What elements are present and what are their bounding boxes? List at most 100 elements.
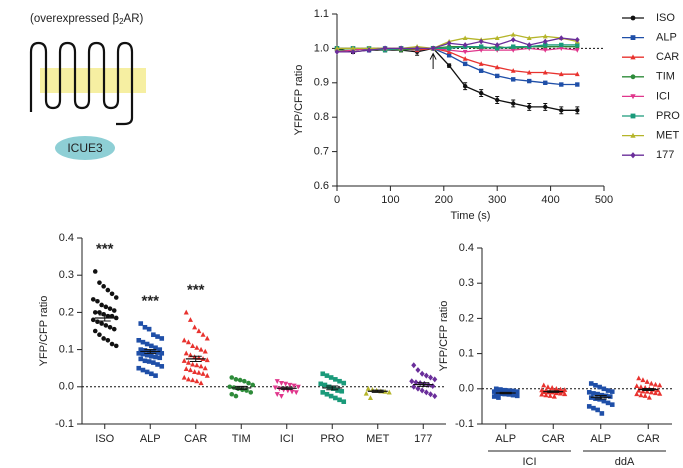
marker	[414, 45, 420, 52]
marker	[493, 386, 499, 392]
marker	[111, 308, 117, 313]
legend-marker	[630, 15, 636, 21]
marker	[398, 45, 404, 52]
marker	[113, 315, 119, 321]
marker	[350, 48, 356, 55]
marker	[196, 328, 202, 334]
marker	[140, 367, 146, 373]
marker	[341, 399, 347, 404]
marker	[409, 378, 415, 385]
x-tick-label: ALP	[590, 433, 611, 445]
marker	[526, 42, 532, 48]
diagram: (overexpressed β2AR) ICUE3	[29, 13, 146, 160]
marker	[462, 61, 468, 67]
marker	[574, 36, 580, 43]
marker	[151, 360, 156, 365]
marker	[105, 287, 111, 293]
marker	[144, 341, 150, 347]
marker	[149, 371, 154, 377]
marker	[421, 380, 427, 387]
marker	[428, 374, 434, 381]
marker	[200, 371, 206, 376]
marker	[599, 411, 605, 416]
marker	[90, 317, 96, 323]
legend-marker	[630, 74, 636, 80]
receptor	[29, 41, 134, 126]
marker	[291, 383, 297, 389]
marker	[446, 53, 452, 58]
marker	[101, 284, 106, 289]
marker	[411, 362, 417, 369]
marker	[638, 392, 644, 398]
marker	[558, 35, 564, 41]
marker	[430, 383, 436, 390]
sem-bar	[235, 385, 248, 390]
marker	[322, 382, 328, 388]
marker	[339, 388, 345, 394]
marker	[194, 344, 200, 350]
marker	[575, 108, 580, 113]
marker	[337, 378, 342, 384]
marker	[99, 321, 104, 326]
marker	[575, 82, 580, 87]
marker	[462, 84, 468, 89]
x-tick-label: CAR	[637, 433, 660, 445]
y-tick-label: -0.1	[455, 418, 474, 430]
marker	[511, 44, 516, 49]
marker	[194, 362, 200, 368]
series-line	[337, 47, 578, 86]
marker	[514, 393, 520, 399]
marker	[419, 387, 425, 394]
legend-label: TIM	[656, 71, 675, 83]
marker	[149, 343, 154, 349]
marker	[653, 381, 659, 387]
marker	[138, 356, 144, 362]
marker	[609, 402, 615, 407]
marker	[491, 394, 497, 399]
marker	[202, 365, 208, 371]
marker	[657, 390, 663, 396]
x-tick-label: TIM	[232, 433, 251, 445]
marker	[558, 46, 564, 52]
marker	[432, 376, 438, 383]
marker	[646, 394, 652, 400]
marker	[527, 104, 532, 110]
x-tick-label: ICI	[280, 433, 294, 445]
marker	[111, 326, 117, 332]
x-axis-label: Time (s)	[451, 210, 491, 222]
marker	[478, 44, 484, 49]
marker	[413, 379, 419, 386]
marker	[144, 369, 150, 375]
y-tick-label: 0.3	[459, 277, 474, 289]
marker	[320, 390, 326, 395]
marker	[495, 73, 500, 79]
marker	[415, 367, 421, 374]
marker	[593, 382, 598, 388]
legend-label: CAR	[656, 51, 679, 63]
marker	[597, 384, 602, 390]
marker	[103, 323, 109, 328]
x-tick-label: CAR	[542, 433, 565, 445]
marker	[92, 269, 98, 274]
label-part: (overexpressed β	[30, 13, 119, 25]
marker	[591, 405, 596, 411]
legend-label: MET	[656, 130, 680, 142]
marker	[382, 45, 388, 52]
marker	[494, 42, 500, 48]
marker	[198, 346, 204, 352]
sem-bar	[642, 387, 655, 392]
x-tick-label: CAR	[184, 433, 207, 445]
sem-bar	[417, 382, 430, 387]
marker	[575, 42, 580, 48]
marker	[634, 391, 640, 397]
marker	[142, 348, 148, 353]
y-tick-label: 0.0	[59, 381, 74, 393]
marker	[274, 379, 280, 384]
marker	[586, 404, 592, 409]
y-axis-label: YFP/CFP ratio	[38, 296, 50, 367]
x-tick-label: MET	[366, 433, 390, 445]
sem-bar	[499, 391, 512, 395]
marker	[107, 306, 113, 311]
marker	[278, 394, 284, 399]
x-tick-label: 0	[334, 194, 340, 206]
